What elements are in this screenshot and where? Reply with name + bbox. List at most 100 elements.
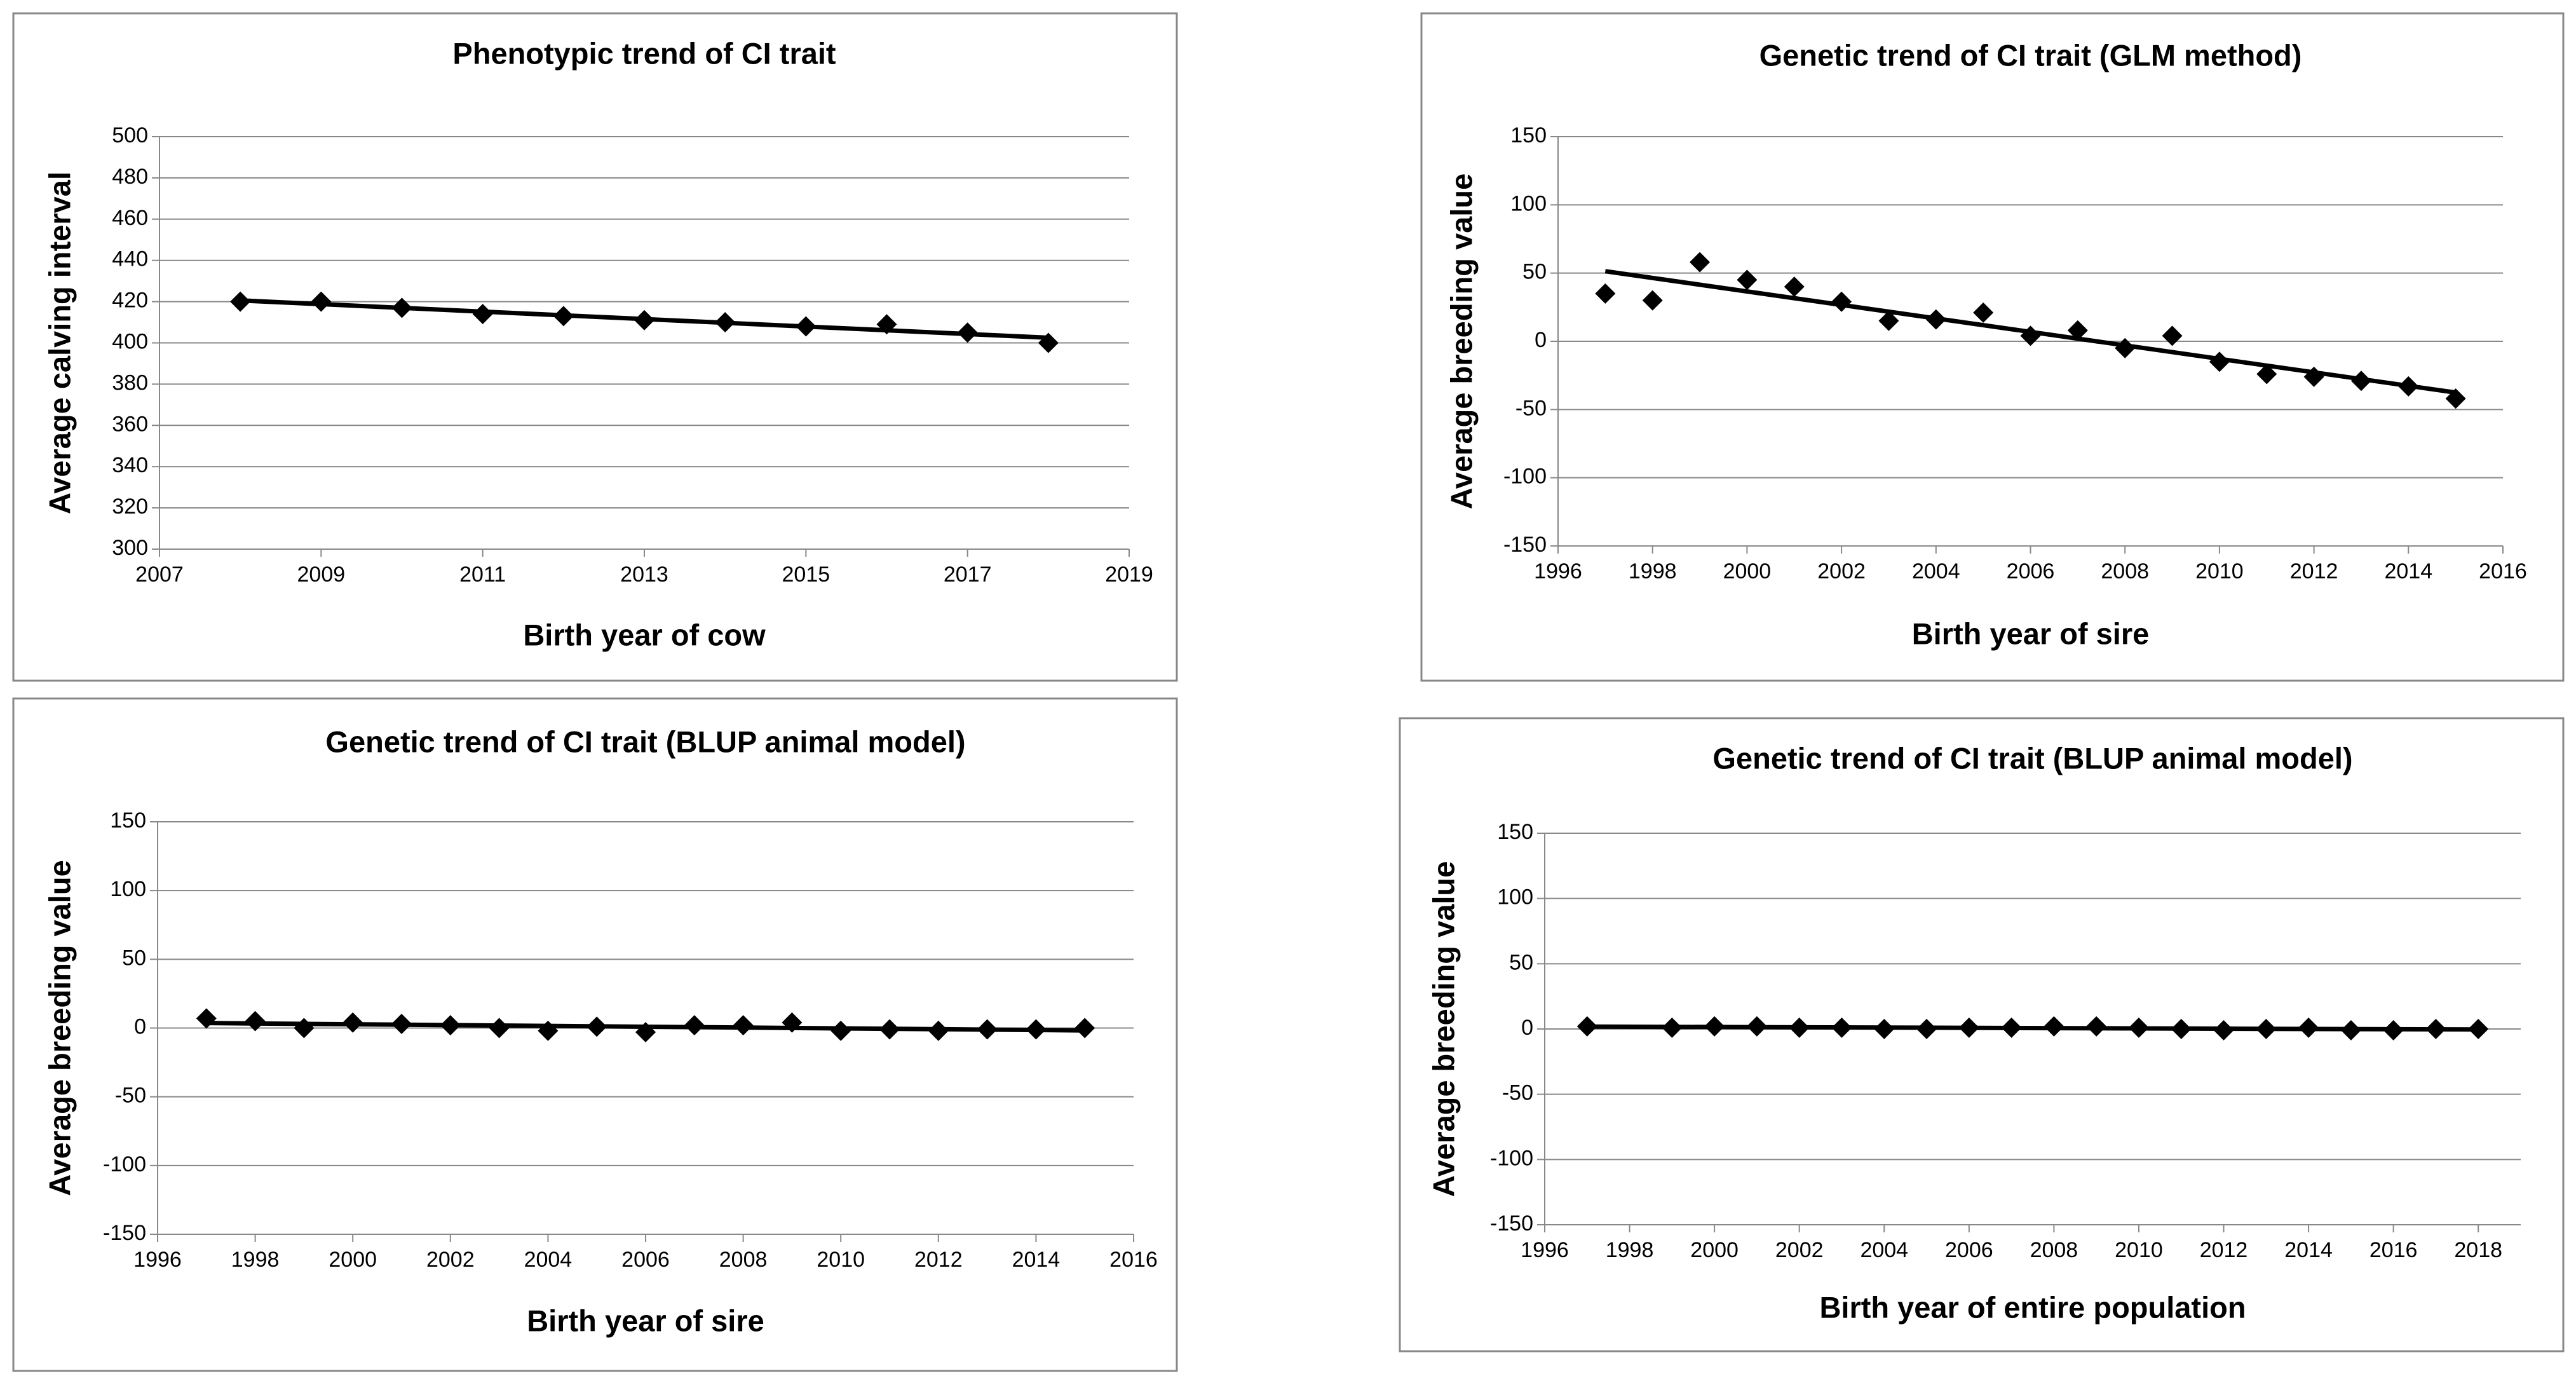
y-tick-label: 460	[112, 206, 148, 230]
data-point	[2425, 1019, 2446, 1039]
x-tick-label: 2016	[2479, 559, 2527, 583]
x-tick-label: 2006	[2007, 559, 2055, 583]
data-point	[391, 1014, 412, 1035]
data-point	[196, 1008, 217, 1029]
data-point	[2086, 1016, 2107, 1037]
y-tick-label: 500	[112, 123, 148, 147]
y-tick-label: 440	[112, 247, 148, 271]
data-point	[2445, 388, 2466, 409]
x-tick-label: 2004	[1860, 1238, 1908, 1262]
data-point	[489, 1018, 510, 1039]
y-tick-label: -150	[103, 1221, 146, 1245]
data-point	[1038, 332, 1059, 353]
data-point	[1690, 252, 1711, 273]
data-point	[472, 304, 493, 325]
y-tick-label: 100	[1497, 885, 1533, 910]
panel-frame	[1420, 12, 2565, 682]
x-tick-label: 2014	[1012, 1248, 1061, 1272]
y-axis-label: Average calving interval	[43, 172, 76, 514]
y-tick-label: 100	[110, 877, 146, 901]
data-point	[2020, 325, 2041, 346]
data-point	[2162, 325, 2183, 346]
data-point	[830, 1020, 851, 1041]
data-point	[586, 1016, 607, 1037]
y-tick-label: 320	[112, 494, 148, 519]
x-tick-label: 2004	[524, 1248, 573, 1272]
y-tick-label: -50	[1515, 396, 1547, 420]
y-tick-label: 380	[112, 371, 148, 395]
trend-line	[1587, 1024, 2479, 1032]
y-axis-label: Average breeding value	[43, 860, 76, 1196]
data-point	[1784, 276, 1805, 297]
x-axis-label: Birth year of cow	[523, 618, 766, 651]
chart-title: Phenotypic trend of CI trait	[452, 36, 836, 70]
data-point	[1789, 1017, 1810, 1038]
panel-frame	[1399, 717, 2565, 1352]
x-tick-label: 2002	[426, 1248, 475, 1272]
y-tick-label: 420	[112, 289, 148, 313]
x-axis-label: Birth year of sire	[527, 1304, 764, 1337]
y-tick-label: -150	[1503, 533, 1547, 557]
data-point	[715, 312, 736, 333]
x-axis-label: Birth year of entire population	[1819, 1290, 2246, 1324]
data-point	[2303, 366, 2324, 387]
x-tick-label: 2012	[2290, 559, 2338, 583]
data-point	[245, 1011, 266, 1032]
data-point	[1737, 269, 1758, 290]
y-tick-label: 50	[1522, 260, 1547, 284]
data-point	[294, 1018, 315, 1039]
x-tick-label: 2013	[620, 562, 668, 587]
x-tick-label: 2004	[1912, 559, 1960, 583]
data-point	[928, 1020, 949, 1041]
data-point	[440, 1015, 461, 1036]
data-point	[879, 1019, 900, 1040]
data-point	[2209, 351, 2230, 372]
data-point	[1576, 1016, 1597, 1037]
x-tick-label: 2015	[782, 562, 830, 587]
y-tick-label: 0	[134, 1014, 146, 1039]
x-axis-label: Birth year of sire	[1912, 617, 2150, 650]
x-tick-label: 2002	[1817, 559, 1866, 583]
data-point	[1878, 310, 1899, 331]
x-tick-label: 2016	[2369, 1238, 2418, 1262]
data-point	[2398, 376, 2419, 397]
data-point	[2001, 1017, 2022, 1038]
x-tick-label: 2008	[2101, 559, 2149, 583]
x-tick-label: 2000	[1723, 559, 1772, 583]
data-point	[391, 297, 412, 318]
y-axis-label: Average breeding value	[1427, 861, 1460, 1197]
x-tick-label: 1998	[231, 1248, 280, 1272]
data-point	[634, 310, 654, 330]
x-tick-label: 1998	[1629, 559, 1677, 583]
y-tick-label: 150	[1510, 123, 1547, 147]
data-point	[2340, 1020, 2361, 1041]
y-tick-label: 300	[112, 536, 148, 560]
x-tick-label: 2009	[297, 562, 346, 587]
y-tick-label: 0	[1535, 328, 1547, 352]
x-tick-label: 2008	[2030, 1238, 2078, 1262]
data-point	[635, 1021, 656, 1042]
data-point	[2128, 1017, 2149, 1038]
data-point	[2468, 1019, 2489, 1039]
data-point	[1595, 283, 1616, 304]
data-point	[2213, 1020, 2234, 1041]
data-point	[2115, 337, 2136, 358]
x-tick-label: 2000	[1690, 1238, 1739, 1262]
data-point	[2067, 320, 2088, 341]
x-tick-label: 2010	[2115, 1238, 2163, 1262]
x-tick-label: 1996	[1521, 1238, 1569, 1262]
y-tick-label: -100	[103, 1152, 146, 1176]
y-tick-label: 150	[1497, 820, 1533, 844]
data-point	[1973, 302, 1994, 323]
chart-title: Genetic trend of CI trait (BLUP animal m…	[1712, 741, 2352, 775]
data-point	[977, 1019, 998, 1040]
data-point	[733, 1015, 754, 1036]
x-tick-label: 2018	[2454, 1238, 2502, 1262]
x-tick-label: 2010	[2195, 559, 2244, 583]
x-tick-label: 2012	[914, 1248, 963, 1272]
x-tick-label: 2017	[944, 562, 992, 587]
data-point	[684, 1015, 705, 1036]
x-tick-label: 1996	[133, 1248, 182, 1272]
x-tick-label: 2010	[817, 1248, 865, 1272]
